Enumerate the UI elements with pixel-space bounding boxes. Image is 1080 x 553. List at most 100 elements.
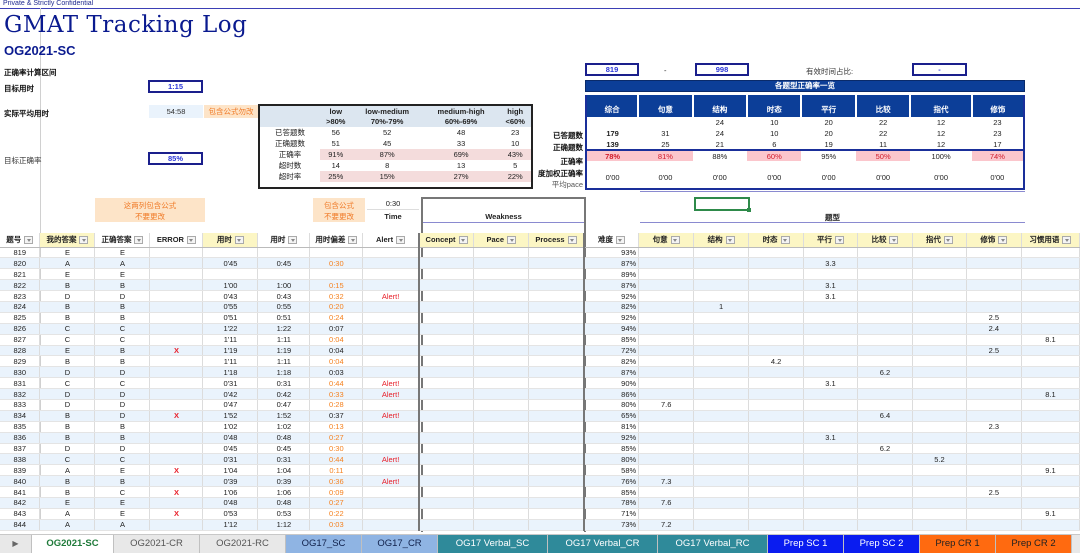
grid-cell[interactable]: [149, 377, 204, 390]
grid-cell[interactable]: 87%: [583, 366, 640, 379]
grid-cell[interactable]: 78%: [583, 497, 640, 509]
grid-cell[interactable]: [149, 432, 204, 444]
grid-cell[interactable]: 1:22: [257, 323, 311, 335]
grid-cell[interactable]: [857, 464, 913, 477]
grid-cell[interactable]: [912, 247, 967, 259]
grid-cell[interactable]: 93%: [583, 247, 640, 259]
grid-cell[interactable]: [803, 464, 858, 477]
grid-cell[interactable]: B: [94, 301, 151, 313]
grid-cell[interactable]: E: [39, 345, 96, 357]
grid-cell[interactable]: 9.1: [1021, 508, 1080, 520]
grid-cell[interactable]: D: [39, 399, 96, 411]
grid-cell[interactable]: [362, 366, 420, 379]
grid-cell[interactable]: X: [149, 486, 204, 498]
grid-cell[interactable]: [803, 247, 858, 259]
grid-cell[interactable]: 0'39: [202, 475, 259, 488]
grid-cell[interactable]: [473, 453, 530, 466]
grid-cell[interactable]: [362, 464, 420, 477]
filter-dropdown-icon[interactable]: [396, 236, 406, 245]
grid-cell[interactable]: C: [39, 453, 96, 466]
column-header[interactable]: 指代: [912, 233, 967, 248]
grid-cell[interactable]: 81%: [583, 421, 640, 433]
grid-cell[interactable]: 8.1: [1021, 334, 1080, 346]
grid-cell[interactable]: 89%: [583, 268, 640, 281]
column-header[interactable]: 用时: [202, 233, 259, 248]
grid-cell[interactable]: [693, 290, 750, 302]
grid-cell[interactable]: 1'52: [202, 410, 259, 422]
grid-cell[interactable]: A: [39, 519, 96, 531]
grid-cell[interactable]: 0:42: [257, 388, 311, 400]
grid-cell[interactable]: [417, 290, 475, 302]
grid-cell[interactable]: [149, 257, 204, 270]
grid-cell[interactable]: 1'18: [202, 366, 259, 379]
grid-cell[interactable]: Alert!: [362, 453, 420, 466]
column-header[interactable]: 题号: [0, 233, 41, 248]
grid-cell[interactable]: 821: [0, 268, 41, 281]
grid-cell[interactable]: 87%: [583, 279, 640, 292]
grid-cell[interactable]: 92%: [583, 312, 640, 324]
grid-cell[interactable]: B: [39, 301, 96, 313]
scroll-tabs-arrow-icon[interactable]: ▶: [0, 535, 32, 553]
grid-cell[interactable]: B: [94, 279, 151, 292]
grid-cell[interactable]: [309, 247, 364, 259]
grid-cell[interactable]: [966, 257, 1022, 270]
grid-cell[interactable]: 0:47: [257, 399, 311, 411]
grid-cell[interactable]: E: [39, 497, 96, 509]
grid-cell[interactable]: [748, 519, 805, 531]
grid-cell[interactable]: [473, 497, 530, 509]
sheet-tab[interactable]: Prep SC 1: [768, 535, 844, 553]
grid-cell[interactable]: [966, 497, 1022, 509]
grid-cell[interactable]: 0:36: [309, 475, 364, 488]
grid-cell[interactable]: D: [94, 366, 151, 379]
grid-cell[interactable]: 823: [0, 290, 41, 302]
grid-cell[interactable]: [912, 366, 967, 379]
filter-dropdown-icon[interactable]: [780, 236, 790, 245]
grid-cell[interactable]: [748, 432, 805, 444]
grid-cell[interactable]: [362, 443, 420, 455]
grid-cell[interactable]: [638, 464, 695, 477]
grid-cell[interactable]: [912, 268, 967, 281]
grid-cell[interactable]: 4.2: [748, 355, 805, 368]
grid-cell[interactable]: [362, 399, 420, 411]
grid-cell[interactable]: [966, 519, 1022, 531]
grid-cell[interactable]: [417, 345, 475, 357]
grid-cell[interactable]: 0:45: [257, 443, 311, 455]
grid-cell[interactable]: [473, 268, 530, 281]
sheet-tab[interactable]: OG2021-CR: [114, 535, 200, 553]
grid-cell[interactable]: E: [39, 268, 96, 281]
column-header[interactable]: 比较: [857, 233, 913, 248]
grid-cell[interactable]: [528, 399, 585, 411]
grid-cell[interactable]: [748, 410, 805, 422]
grid-cell[interactable]: [257, 247, 311, 259]
grid-cell[interactable]: [857, 399, 913, 411]
grid-cell[interactable]: 3.3: [803, 257, 858, 270]
grid-cell[interactable]: 90%: [583, 377, 640, 390]
grid-cell[interactable]: [528, 410, 585, 422]
sheet-tab[interactable]: OG2021-SC: [32, 535, 114, 553]
grid-cell[interactable]: [149, 247, 204, 259]
fill-handle[interactable]: [747, 208, 751, 212]
grid-cell[interactable]: [912, 475, 967, 488]
grid-cell[interactable]: [528, 464, 585, 477]
grid-cell[interactable]: 92%: [583, 290, 640, 302]
grid-cell[interactable]: 7.2: [638, 519, 695, 531]
grid-cell[interactable]: [528, 268, 585, 281]
grid-cell[interactable]: 837: [0, 443, 41, 455]
grid-cell[interactable]: [638, 257, 695, 270]
grid-cell[interactable]: [693, 388, 750, 400]
filter-dropdown-icon[interactable]: [288, 236, 298, 245]
grid-cell[interactable]: [857, 508, 913, 520]
grid-cell[interactable]: [417, 312, 475, 324]
grid-cell[interactable]: [1021, 453, 1080, 466]
column-header[interactable]: Pace: [473, 233, 530, 248]
grid-cell[interactable]: [748, 334, 805, 346]
grid-cell[interactable]: [1021, 475, 1080, 488]
grid-cell[interactable]: 0:37: [309, 410, 364, 422]
grid-cell[interactable]: 0:09: [309, 486, 364, 498]
grid-cell[interactable]: [966, 247, 1022, 259]
grid-cell[interactable]: [528, 257, 585, 270]
grid-cell[interactable]: 0:32: [309, 290, 364, 302]
grid-cell[interactable]: [857, 453, 913, 466]
grid-cell[interactable]: [638, 268, 695, 281]
grid-cell[interactable]: [638, 279, 695, 292]
